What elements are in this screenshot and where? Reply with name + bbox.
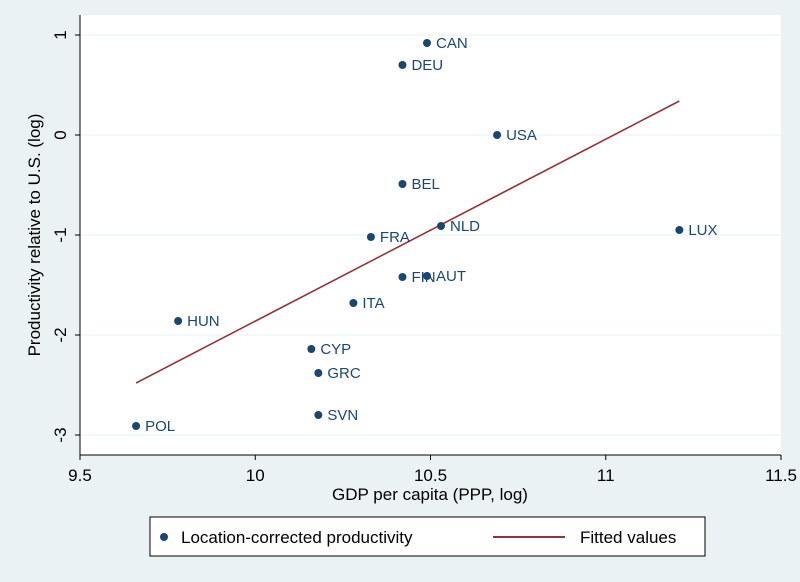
- legend: Location-corrected productivity Fitted v…: [149, 516, 706, 557]
- data-point-can: [422, 39, 431, 47]
- point-label-svn: SVN: [327, 407, 358, 424]
- x-tick-label: 11: [597, 466, 615, 485]
- point-label-deu: DEU: [411, 57, 443, 74]
- data-point-grc: [314, 369, 323, 377]
- points-layer: CANDEUUSABELNLDLUXFRAFINAUTITAHUNCYPGRCS…: [132, 35, 718, 435]
- x-tick-label: 9.5: [68, 466, 92, 485]
- point-label-grc: GRC: [327, 365, 361, 382]
- point-label-ita: ITA: [362, 295, 384, 312]
- y-tick-label: 0: [51, 130, 70, 139]
- y-ticks: 1 0 -1 -2 -3: [51, 30, 80, 443]
- data-point-ita: [349, 299, 358, 307]
- point-label-pol: POL: [145, 418, 175, 435]
- y-tick-label: -1: [51, 227, 70, 242]
- grid-lines: [80, 34, 781, 436]
- data-point-usa: [493, 131, 502, 139]
- point-label-cyp: CYP: [320, 341, 351, 358]
- y-tick-label: -2: [51, 327, 70, 342]
- y-tick-label: -3: [51, 427, 70, 442]
- point-label-usa: USA: [506, 127, 537, 144]
- point-label-lux: LUX: [688, 222, 717, 239]
- data-point-fra: [366, 233, 375, 241]
- point-label-fra: FRA: [380, 229, 410, 246]
- data-point-nld: [437, 222, 446, 230]
- point-label-hun: HUN: [187, 313, 220, 330]
- y-axis-title: Productivity relative to U.S. (log): [25, 114, 44, 357]
- data-point-svn: [314, 411, 323, 419]
- x-tick-label: 11.5: [765, 466, 797, 485]
- x-tick-label: 10.5: [414, 466, 447, 485]
- x-axis-title: GDP per capita (PPP, log): [332, 485, 528, 504]
- x-tick-label: 10: [246, 466, 265, 485]
- data-point-aut: [422, 272, 431, 280]
- point-label-can: CAN: [436, 35, 468, 52]
- data-point-fin: [398, 273, 407, 281]
- data-point-hun: [174, 317, 183, 325]
- legend-scatter-label: Location-corrected productivity: [181, 528, 413, 547]
- data-point-lux: [675, 226, 684, 234]
- data-point-bel: [398, 180, 407, 188]
- point-label-bel: BEL: [411, 176, 439, 193]
- data-point-deu: [398, 61, 407, 69]
- y-tick-label: 1: [51, 30, 70, 39]
- point-label-aut: AUT: [436, 268, 466, 285]
- data-point-pol: [132, 422, 141, 430]
- x-ticks: 9.5 10 10.5 11 11.5: [68, 455, 797, 485]
- legend-line-label: Fitted values: [580, 528, 676, 547]
- fitted-line: [135, 100, 680, 384]
- point-label-nld: NLD: [450, 218, 480, 235]
- legend-scatter-marker: [160, 533, 168, 541]
- legend-box: [149, 516, 706, 557]
- data-point-cyp: [307, 345, 316, 353]
- fitted-line-layer: [135, 100, 680, 384]
